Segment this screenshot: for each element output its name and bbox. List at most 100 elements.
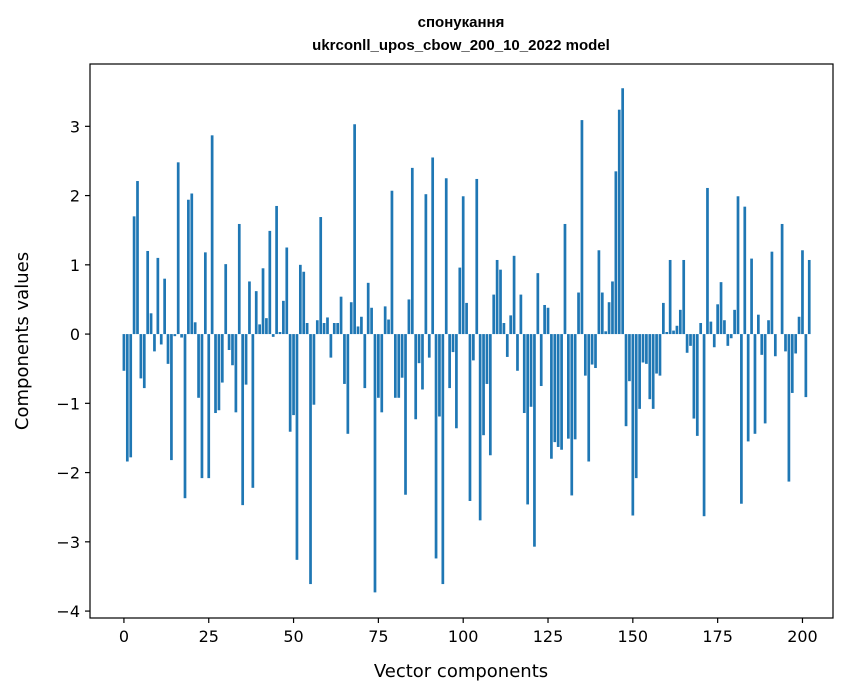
bar-76 [380, 334, 384, 413]
bar-89 [424, 194, 428, 335]
bar-66 [346, 334, 350, 434]
bar-202 [807, 259, 811, 335]
bar-112 [502, 323, 506, 335]
bar-98 [455, 334, 458, 429]
bar-24 [203, 252, 207, 335]
bar-173 [709, 321, 713, 335]
bar-124 [543, 304, 546, 335]
bar-101 [465, 302, 468, 335]
bar-201 [804, 334, 808, 398]
bar-26 [210, 135, 214, 335]
bar-64 [339, 296, 343, 335]
bar-19 [187, 199, 190, 335]
bar-23 [200, 334, 204, 479]
bar-54 [305, 323, 309, 335]
bar-62 [332, 323, 336, 335]
bar-110 [495, 259, 499, 335]
bar-91 [431, 157, 435, 335]
bar-157 [655, 334, 658, 374]
bar-148 [624, 334, 628, 427]
bar-169 [695, 334, 699, 436]
bar-129 [560, 334, 563, 450]
bar-69 [356, 326, 360, 335]
bar-149 [628, 334, 631, 382]
chart-title-line2: ukrconll_upos_cbow_200_10_2022 model [312, 37, 610, 54]
chart-title-line1: спонукання [418, 14, 505, 31]
bar-21 [193, 322, 197, 335]
x-tick-label: 0 [119, 627, 129, 646]
bar-135 [580, 120, 584, 335]
bar-87 [417, 334, 421, 364]
bar-29 [220, 334, 224, 383]
x-tick-label: 200 [787, 627, 818, 646]
bar-0 [122, 334, 126, 371]
bar-134 [577, 292, 580, 335]
bar-165 [682, 259, 686, 335]
bar-17 [180, 334, 183, 338]
bar-143 [607, 302, 611, 335]
bar-130 [563, 223, 567, 335]
bar-83 [404, 334, 407, 495]
bar-111 [499, 269, 502, 335]
bar-150 [631, 334, 635, 516]
bar-5 [139, 334, 143, 379]
bar-86 [414, 334, 418, 420]
bar-154 [645, 334, 648, 364]
bar-7 [146, 250, 150, 335]
bar-45 [275, 205, 278, 335]
bar-119 [526, 334, 530, 505]
x-tick-label: 75 [368, 627, 388, 646]
bar-198 [794, 334, 798, 354]
bar-182 [740, 334, 743, 504]
bar-53 [302, 271, 306, 335]
bar-72 [366, 282, 370, 335]
bar-88 [421, 334, 424, 390]
bar-94 [441, 334, 445, 585]
bar-92 [434, 334, 438, 559]
bar-59 [322, 323, 326, 335]
bar-36 [244, 334, 248, 385]
bar-160 [665, 332, 669, 335]
bar-32 [231, 334, 234, 366]
x-tick-label: 25 [199, 627, 219, 646]
bar-142 [604, 331, 608, 335]
bar-115 [512, 255, 516, 335]
bar-57 [315, 320, 319, 335]
bar-120 [529, 334, 533, 407]
bar-44 [271, 334, 275, 337]
bar-166 [685, 334, 689, 353]
bar-35 [241, 334, 245, 506]
bar-30 [224, 264, 228, 335]
bar-167 [689, 334, 692, 346]
bar-107 [485, 334, 489, 384]
bar-96 [448, 334, 451, 389]
bar-77 [383, 306, 387, 335]
bar-56 [312, 334, 316, 405]
bar-178 [726, 334, 730, 346]
bar-141 [600, 292, 604, 335]
bar-75 [377, 334, 380, 398]
y-tick-label: −4 [56, 602, 80, 621]
bar-100 [461, 196, 465, 335]
y-tick-label: −2 [56, 464, 80, 483]
bar-3 [132, 216, 136, 335]
bar-158 [658, 334, 662, 376]
bar-114 [509, 315, 513, 335]
bar-65 [343, 334, 346, 384]
y-tick-label: −3 [56, 533, 80, 552]
bar-39 [254, 291, 258, 335]
bar-43 [268, 230, 272, 335]
bar-174 [712, 334, 716, 348]
bar-187 [757, 314, 760, 335]
bar-4 [136, 181, 139, 335]
y-tick-label: 2 [70, 187, 80, 206]
bar-185 [750, 258, 753, 335]
bar-131 [567, 334, 570, 439]
bar-8 [149, 313, 153, 335]
bar-58 [319, 217, 323, 335]
bar-109 [492, 294, 496, 335]
x-tick-label: 150 [618, 627, 649, 646]
bar-105 [478, 334, 482, 521]
bar-151 [634, 334, 638, 479]
